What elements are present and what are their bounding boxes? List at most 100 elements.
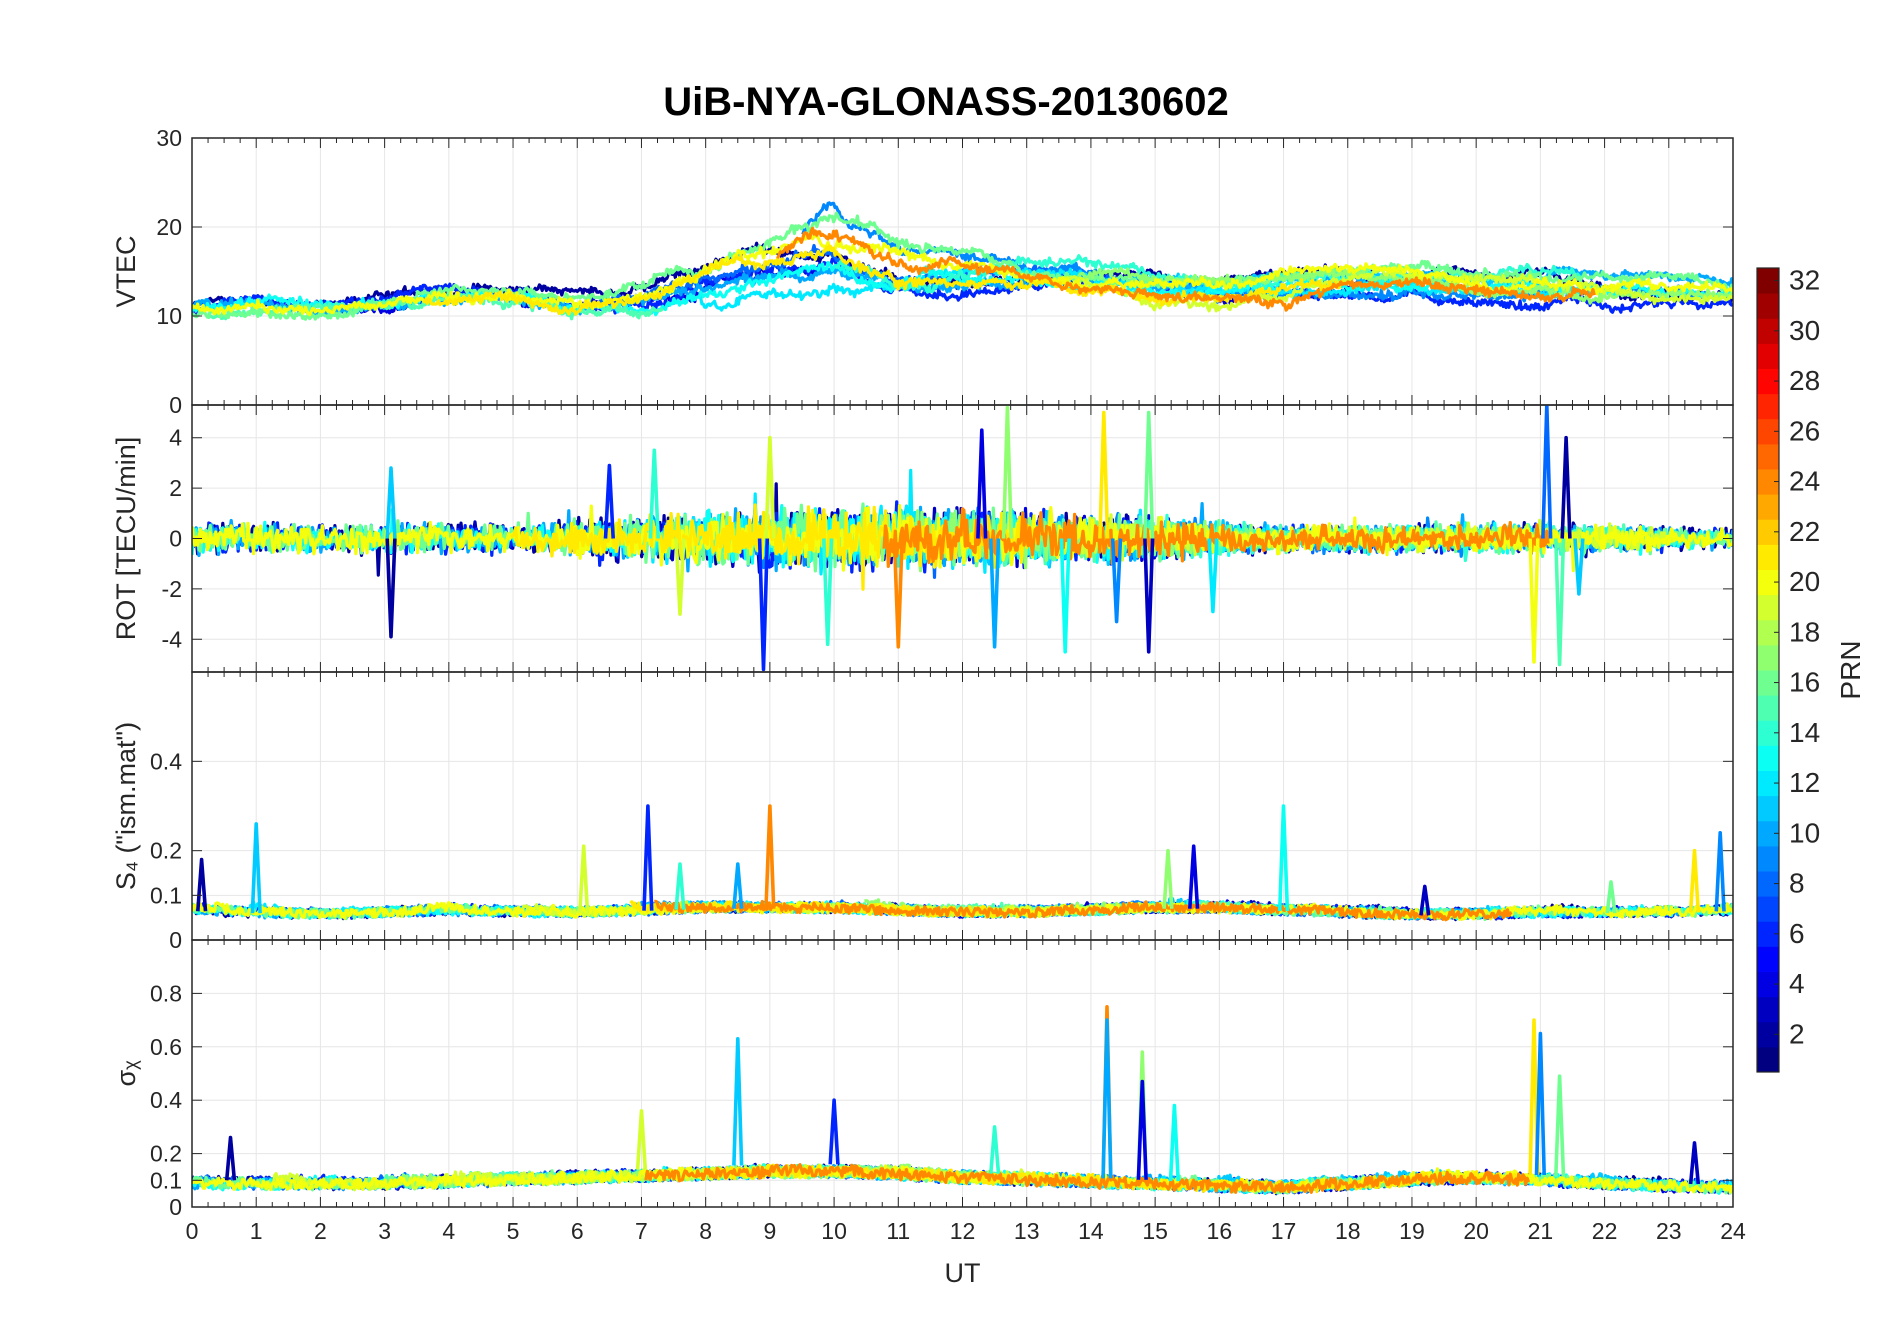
colorbar-tick-label: 14: [1789, 717, 1820, 748]
x-tick-label: 0: [186, 1218, 199, 1244]
series-line-prn-16: [192, 211, 1733, 321]
x-tick-label: 22: [1592, 1218, 1618, 1244]
panel-s4-group: 0 0.1 0.2 0.4 S₄ ("ism.mat"): [111, 671, 1734, 953]
y-tick-label: 0.1: [150, 882, 182, 908]
colorbar-tick-label: 24: [1789, 466, 1820, 497]
colorbar-step: [1757, 720, 1779, 746]
colorbar-tick-label: 32: [1789, 265, 1820, 296]
axis-ticks: [191, 672, 1734, 941]
series-line-prn-24: [644, 1163, 1531, 1194]
colorbar-tick-label: 18: [1789, 616, 1820, 647]
series-spike: [1714, 831, 1726, 912]
series-spike: [989, 1125, 1001, 1174]
colorbar-tick-label: 8: [1789, 868, 1805, 899]
colorbar-step: [1757, 795, 1779, 822]
series-spike: [1277, 804, 1290, 912]
colorbar-tick-label: 28: [1789, 365, 1820, 396]
series-spike: [732, 862, 744, 909]
x-tick-label: 17: [1271, 1218, 1297, 1244]
colorbar-tick-label: 12: [1789, 767, 1820, 798]
series-group: [192, 405, 1733, 672]
x-tick-label: 12: [950, 1218, 976, 1244]
series-spike: [764, 804, 776, 909]
series-spike: [385, 538, 397, 639]
colorbar-step: [1757, 393, 1779, 420]
series-spike: [976, 428, 988, 539]
colorbar-step: [1757, 318, 1779, 344]
colorbar-step: [1757, 418, 1779, 445]
series-spike: [1098, 410, 1110, 539]
y-tick-label: 4: [169, 425, 182, 451]
x-tick-label: 8: [699, 1218, 712, 1244]
series-spike: [1534, 1031, 1546, 1176]
y-tick-label: 0.8: [150, 980, 182, 1006]
x-tick-label: 10: [821, 1218, 847, 1244]
colorbar-step: [1757, 971, 1779, 998]
y-tick-label: 0.2: [150, 1141, 182, 1167]
x-tick-label: 19: [1399, 1218, 1425, 1244]
colorbar-tick-label: 20: [1789, 566, 1820, 597]
series-spike: [1207, 538, 1219, 614]
series-spike: [892, 538, 904, 649]
x-tick-label: 4: [442, 1218, 455, 1244]
series-spike: [732, 1037, 744, 1166]
series-spike: [1188, 844, 1200, 909]
colorbar-tick-label: 16: [1789, 667, 1820, 698]
x-tick-label: 24: [1720, 1218, 1746, 1244]
colorbar-step: [1757, 670, 1779, 696]
series-spike: [1573, 538, 1585, 596]
colorbar-step: [1757, 695, 1779, 721]
x-tick-label: 2: [314, 1218, 327, 1244]
series-spike: [1688, 848, 1701, 913]
colorbar-step: [1757, 343, 1779, 369]
y-tick-label: 0.6: [150, 1034, 182, 1060]
y-tick-label: 20: [156, 214, 182, 240]
y-tick-label: 0.4: [150, 1087, 182, 1113]
colorbar-step: [1757, 896, 1779, 922]
y-tick-label: 0.2: [150, 838, 182, 864]
series-spike: [1001, 405, 1014, 539]
series-spike: [757, 538, 770, 672]
x-tick-label: 23: [1656, 1218, 1682, 1244]
series-spike: [1143, 410, 1155, 539]
y-tick-label: -4: [162, 626, 183, 652]
series-spike: [1419, 884, 1431, 916]
series-spike: [648, 448, 660, 539]
y-axis-label: ROT [TECU/min]: [111, 437, 141, 641]
colorbar-step: [1757, 820, 1779, 847]
x-tick-label: 5: [507, 1218, 520, 1244]
y-tick-label: 0.1: [150, 1167, 182, 1193]
x-tick-label: 14: [1078, 1218, 1104, 1244]
colorbar-tick-label: 2: [1789, 1018, 1805, 1049]
series-spike: [250, 822, 262, 914]
colorbar-step: [1757, 544, 1779, 570]
y-axis-label: σᵪ: [111, 1060, 141, 1087]
series-spike: [1554, 1074, 1566, 1177]
series-spike: [1162, 848, 1174, 909]
series-line-prn-15: [207, 292, 664, 321]
y-axis-label: VTEC: [111, 235, 141, 307]
y-tick-label: 0: [169, 392, 182, 418]
series-spike: [603, 463, 615, 539]
y-tick-label: 0: [169, 927, 182, 953]
y-tick-label: 0.4: [150, 748, 182, 774]
y-axis-label: S₄ ("ism.mat"): [111, 722, 141, 890]
series-spike: [989, 538, 1001, 649]
series-spike: [828, 1098, 840, 1165]
series-line-prn-24: [654, 899, 1513, 922]
colorbar-step: [1757, 745, 1779, 771]
colorbar-step: [1757, 845, 1779, 872]
panel-vtec-group: 0 10 20 30 VTEC: [111, 125, 1734, 418]
x-tick-label: 3: [378, 1218, 391, 1244]
series-spike: [674, 862, 686, 910]
colorbar-tick-label: 10: [1789, 817, 1820, 848]
series-spike: [1101, 1018, 1113, 1179]
x-tick-label: 18: [1335, 1218, 1361, 1244]
colorbar-step: [1757, 443, 1779, 470]
series-spike: [1688, 1141, 1701, 1185]
colorbar-step: [1757, 293, 1779, 319]
colorbar-tick-label: 30: [1789, 315, 1820, 346]
x-tick-label: 1: [250, 1218, 263, 1244]
